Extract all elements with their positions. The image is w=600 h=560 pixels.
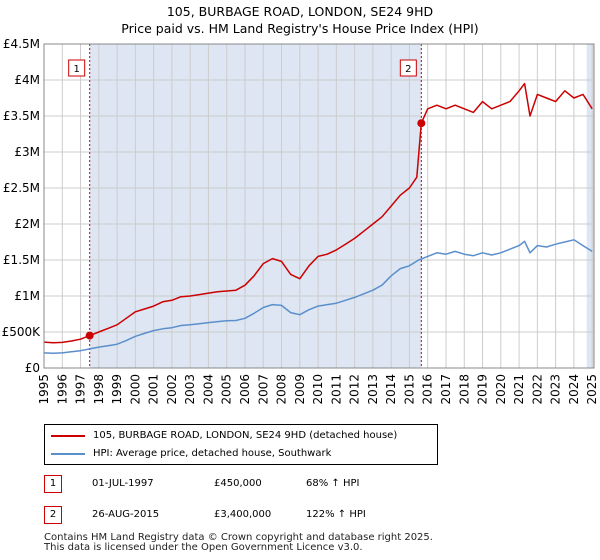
y-tick-label: £4M	[14, 73, 40, 87]
y-tick-label: £2M	[14, 217, 40, 231]
legend: 105, BURBAGE ROAD, LONDON, SE24 9HD (det…	[44, 424, 438, 465]
x-tick-label: 1998	[92, 374, 106, 405]
transaction-badge: 2	[44, 506, 62, 524]
x-tick-label: 2000	[128, 374, 142, 405]
marker-number-2: 2	[405, 64, 411, 75]
series-lines	[43, 82, 593, 354]
hpi-line	[43, 239, 593, 354]
x-tick-label: 2003	[183, 374, 197, 405]
transaction-row-1: 1 01-JUL-1997 £450,000 68% ↑ HPI	[44, 475, 564, 493]
footer-licence: This data is licensed under the Open Gov…	[44, 542, 363, 553]
footer-copyright: Contains HM Land Registry data © Crown c…	[44, 532, 433, 543]
y-tick-label: £2.5M	[3, 181, 40, 195]
shaded-region-2	[586, 44, 594, 368]
transaction-hpi-change: 122% ↑ HPI	[306, 509, 366, 520]
y-tick-label: £3.5M	[3, 109, 40, 123]
marker-box-2	[399, 59, 417, 77]
x-tick-label: 2019	[476, 374, 490, 405]
x-tick-label: 2002	[165, 374, 179, 405]
x-tick-label: 2011	[329, 374, 343, 405]
transaction-price: £3,400,000	[214, 509, 272, 520]
x-tick-label: 2004	[201, 374, 215, 405]
x-tick-label: 2017	[439, 374, 453, 405]
transaction-hpi-change: 68% ↑ HPI	[306, 478, 360, 489]
x-tick-label: 2008	[275, 374, 289, 405]
transaction-row-2: 2 26-AUG-2015 £3,400,000 122% ↑ HPI	[44, 506, 564, 524]
x-tick-label: 2014	[384, 374, 398, 405]
x-tick-label: 2007	[256, 374, 270, 405]
sale-marker-lines	[89, 44, 422, 368]
transaction-badge: 1	[44, 475, 62, 493]
chart-title-line2: Price paid vs. HM Land Registry's House …	[121, 21, 479, 36]
transaction-date: 26-AUG-2015	[92, 509, 160, 520]
sale-dots	[85, 119, 426, 340]
x-tick-label: 2001	[147, 374, 161, 405]
x-tick-label: 1999	[110, 374, 124, 405]
legend-swatch-property	[51, 435, 85, 437]
transaction-date: 01-JUL-1997	[92, 478, 154, 489]
x-tick-label: 2016	[421, 374, 435, 405]
x-tick-label: 2024	[567, 374, 581, 405]
price-chart: £0 £500K £1M £1.5M £2M £2.5M £3M £3.5M £4M £4.5M 1…	[2, 37, 600, 405]
x-tick-label: 2020	[494, 374, 508, 405]
x-tick-label: 2021	[512, 374, 526, 405]
x-tick-label: 2025	[585, 374, 599, 405]
marker-number-1: 1	[73, 64, 79, 75]
legend-label-property: 105, BURBAGE ROAD, LONDON, SE24 9HD (det…	[93, 430, 398, 441]
y-tick-label: £4.5M	[3, 37, 40, 51]
legend-swatch-hpi	[51, 453, 85, 455]
y-tick-label: £1.5M	[3, 253, 40, 267]
transaction-price: £450,000	[214, 478, 262, 489]
x-tick-label: 1996	[55, 374, 69, 405]
property-price-line	[43, 82, 593, 344]
x-tick-label: 2009	[293, 374, 307, 405]
y-tick-label: £3M	[14, 145, 40, 159]
y-tick-label: £0	[25, 361, 40, 375]
legend-label-hpi: HPI: Average price, detached house, Sout…	[93, 448, 332, 459]
x-tick-label: 2010	[311, 374, 325, 405]
x-tick-label: 2006	[238, 374, 252, 405]
y-tick-label: £500K	[2, 325, 42, 339]
x-tick-label: 2018	[457, 374, 471, 405]
x-tick-label: 1995	[37, 374, 51, 405]
x-tick-label: 2013	[366, 374, 380, 405]
sale-dot-1	[85, 331, 94, 340]
x-tick-label: 2015	[402, 374, 416, 405]
gridlines	[43, 43, 594, 369]
sale-dot-2	[417, 119, 426, 128]
x-tick-label: 2023	[549, 374, 563, 405]
y-tick-label: £1M	[14, 289, 40, 303]
plot-frame	[43, 43, 595, 369]
x-tick-label: 2005	[220, 374, 234, 405]
x-tick-label: 2022	[530, 374, 544, 405]
x-tick-label: 2012	[348, 374, 362, 405]
shaded-regions	[89, 44, 594, 368]
marker-box-1	[68, 59, 86, 77]
x-tick-label: 1997	[74, 374, 88, 405]
shaded-region-1	[89, 44, 422, 368]
chart-title-line1: 105, BURBAGE ROAD, LONDON, SE24 9HD	[166, 4, 434, 19]
axes: £0 £500K £1M £1.5M £2M £2.5M £3M £3.5M £4M £4.5M 1…	[2, 37, 600, 405]
